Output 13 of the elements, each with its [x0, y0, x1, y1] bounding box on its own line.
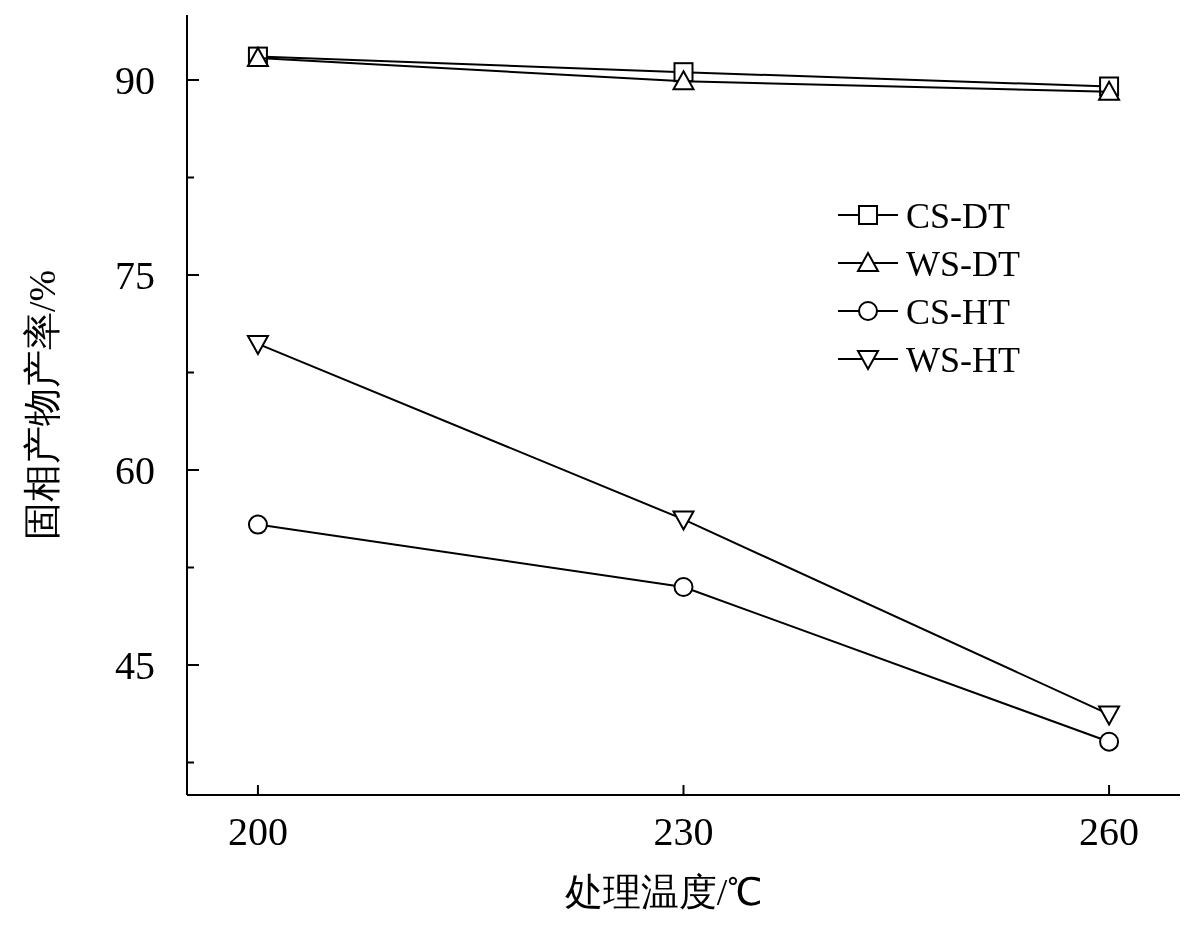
x-axis-title: 处理温度/℃ — [564, 871, 763, 913]
legend-label: CS-DT — [906, 196, 1011, 236]
y-tick-label: 90 — [115, 58, 155, 103]
x-tick-label: 200 — [227, 809, 288, 854]
y-tick-label: 45 — [115, 643, 155, 688]
legend-label: CS-HT — [906, 292, 1011, 332]
legend-label: WS-HT — [906, 340, 1020, 380]
y-tick-label: 60 — [115, 448, 155, 493]
x-tick-label: 260 — [1079, 809, 1140, 854]
y-tick-label: 75 — [115, 253, 155, 298]
x-tick-label: 230 — [653, 809, 714, 854]
legend-label: WS-DT — [906, 244, 1020, 284]
y-axis-title: 固相产物产率/% — [21, 269, 63, 541]
